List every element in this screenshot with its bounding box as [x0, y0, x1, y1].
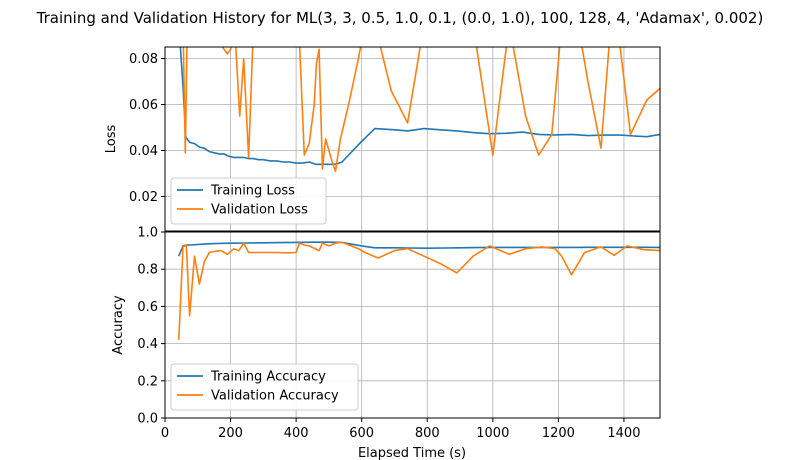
- x-tick-label: 400: [284, 426, 309, 441]
- loss-y-tick-label: 0.04: [129, 144, 158, 159]
- x-tick-label: 1200: [542, 426, 575, 441]
- accuracy-legend: Training Accuracy Validation Accuracy: [170, 363, 359, 411]
- chart-title: Training and Validation History for ML(3…: [36, 9, 764, 27]
- x-tick-label: 600: [349, 426, 374, 441]
- accuracy-y-tick-label: 0.2: [137, 374, 158, 389]
- loss-series-line-validation: [182, 47, 660, 172]
- accuracy-axes-frame: [164, 231, 661, 419]
- loss-y-axis-label: Loss: [104, 125, 119, 154]
- accuracy-y-tick-label: 1.0: [137, 226, 158, 241]
- loss-y-tick-label: 0.02: [129, 190, 158, 205]
- loss-y-tick-label: 0.06: [129, 98, 158, 113]
- accuracy-legend-entry: Validation Accuracy: [211, 389, 339, 404]
- accuracy-y-tick-label: 0.8: [137, 263, 158, 278]
- loss-legend: Training Loss Validation Loss: [170, 177, 327, 225]
- loss-panel: 0.02 0.04 0.06 0.08 Training Loss Validation …: [129, 46, 661, 232]
- accuracy-y-axis-label: Accuracy: [111, 295, 126, 355]
- loss-series-line-training: [179, 47, 660, 166]
- x-tick-label: 800: [415, 426, 440, 441]
- loss-legend-entry: Validation Loss: [211, 203, 308, 218]
- accuracy-y-tick-label: 0.6: [137, 300, 158, 315]
- accuracy-y-tick-label: 0.4: [137, 337, 158, 352]
- x-tick-label: 200: [218, 426, 243, 441]
- x-tick-label: 1000: [476, 426, 509, 441]
- accuracy-y-tick-label: 0.0: [137, 412, 158, 427]
- accuracy-legend-entry: Training Accuracy: [210, 370, 326, 385]
- loss-axes-frame: [164, 46, 661, 232]
- accuracy-legend-box: [170, 363, 359, 411]
- accuracy-series-line-training: [178, 241, 660, 257]
- loss-y-tick-label: 0.08: [129, 52, 158, 67]
- loss-legend-entry: Training Loss: [210, 184, 295, 199]
- loss-legend-box: [170, 177, 327, 225]
- x-tick-label: 0: [161, 426, 169, 441]
- x-tick-label: 1400: [607, 426, 640, 441]
- x-axis-label: Elapsed Time (s): [358, 446, 466, 460]
- accuracy-panel: 0.0 0.2 0.4 0.6 0.8 1.0 Training Accuracy Valid…: [137, 226, 661, 427]
- accuracy-series-line-validation: [178, 241, 660, 340]
